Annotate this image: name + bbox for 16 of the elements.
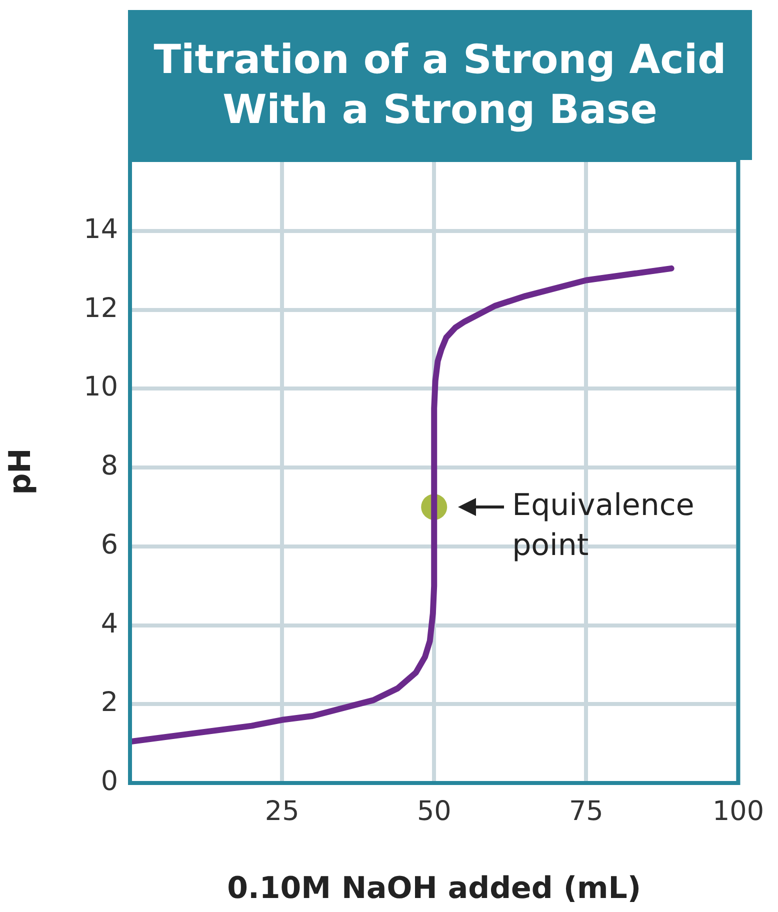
x-tick-label: 75 (568, 796, 604, 828)
x-tick-label: 100 (712, 796, 764, 828)
chart-title: Titration of a Strong Acid With a Strong Base (128, 10, 752, 160)
y-tick-label: 4 (100, 608, 118, 640)
y-tick-label: 2 (100, 687, 118, 718)
y-tick-label: 0 (100, 766, 118, 798)
x-tick-label: 25 (264, 796, 300, 828)
y-tick-label: 6 (100, 529, 118, 560)
y-tick-label: 8 (100, 450, 118, 482)
y-tick-label: 14 (84, 214, 118, 245)
y-axis-title: pH (2, 448, 38, 495)
x-axis-title: 0.10M NaOH added (mL) (227, 870, 642, 906)
x-tick-label: 50 (416, 796, 452, 828)
annotation: Equivalence point (512, 488, 694, 563)
y-tick-label: 10 (84, 372, 118, 403)
y-tick-label: 12 (84, 292, 118, 324)
